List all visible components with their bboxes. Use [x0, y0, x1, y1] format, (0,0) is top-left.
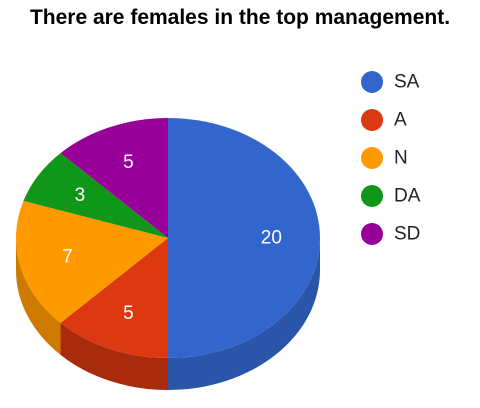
slice-value-label: 5 [123, 152, 134, 173]
pie-side-sa [168, 238, 320, 390]
pie-side-a [60, 322, 168, 390]
pie-slice-n [16, 200, 169, 323]
legend-marker-a [361, 109, 383, 131]
pie-slices [16, 118, 320, 358]
legend-marker-sa [361, 71, 383, 93]
legend-label-da: DA [394, 186, 421, 207]
pie-slice-a [60, 238, 168, 358]
legend-marker-n [361, 147, 383, 169]
legend-marker-da [361, 185, 383, 207]
legend-label-a: A [394, 110, 407, 131]
legend: SA AN DA SD [361, 71, 421, 245]
chart-title: There are females in the top management. [29, 6, 451, 29]
pie-slice-da [23, 153, 169, 238]
slice-value-label: 3 [75, 185, 86, 206]
pie-sides [16, 238, 320, 390]
pie-side-n [16, 238, 61, 355]
pie-labels: 20 5 7 3 5 [62, 152, 282, 324]
pie-slice-sd [60, 118, 168, 238]
slice-value-label: 5 [123, 303, 134, 324]
legend-marker-sd [361, 223, 383, 245]
slice-value-label: 7 [62, 247, 73, 268]
legend-label-sa: SA [394, 72, 420, 93]
slice-value-label: 20 [261, 228, 282, 249]
legend-label-n: N [394, 148, 408, 169]
legend-label-sd: SD [394, 224, 420, 245]
pie-slice-sa [168, 118, 320, 358]
